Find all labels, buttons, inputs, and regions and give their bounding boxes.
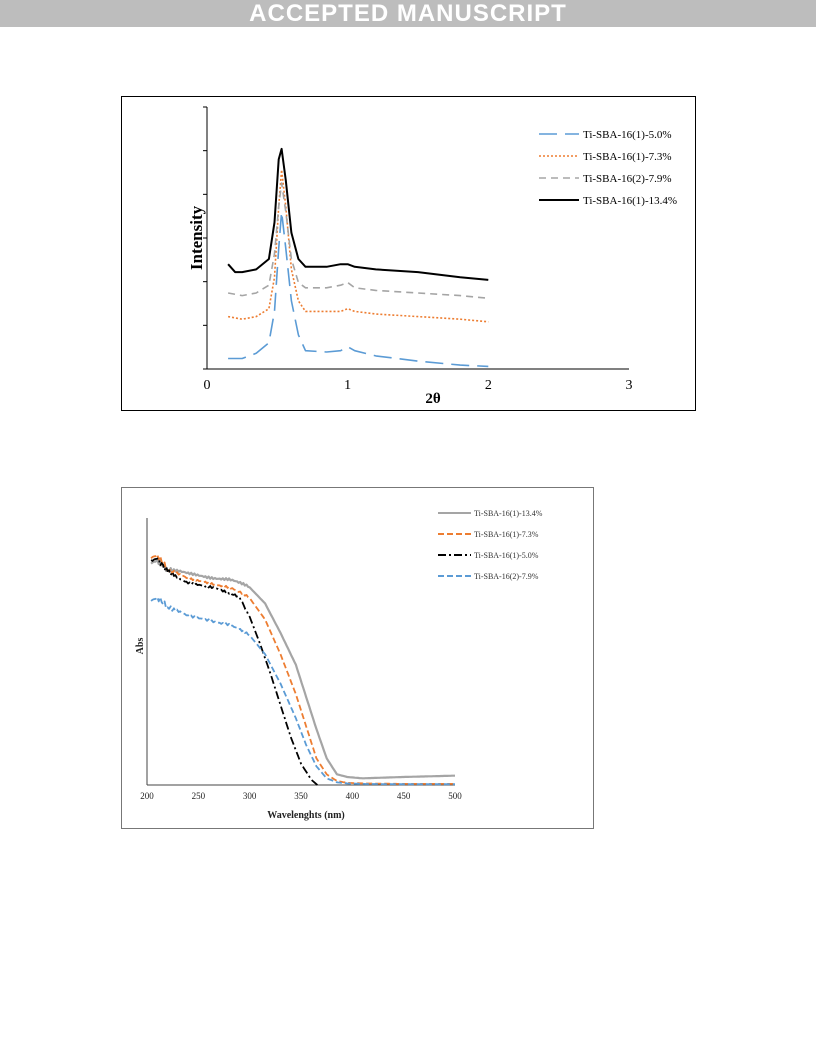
series-line	[150, 553, 455, 785]
legend-label: Ti-SBA-16(2)-7.9%	[474, 572, 539, 581]
banner-text: ACCEPTED MANUSCRIPT	[249, 0, 567, 27]
uv-vis-chart: 200 250 300 350 400 450 500 Wavelenghts (nm) Abs…	[121, 487, 594, 829]
x-tick-label: 250	[192, 791, 206, 801]
legend-label: Ti-SBA-16(1)-13.4%	[474, 509, 543, 518]
series-line	[150, 596, 455, 786]
x-tick-label: 1	[344, 378, 351, 393]
x-tick-label: 3	[626, 378, 633, 393]
x-tick-label: 450	[397, 791, 411, 801]
legend-label: Ti-SBA-16(1)-5.0%	[583, 129, 672, 141]
x-tick-label: 500	[448, 791, 462, 801]
x-tick-label: 2	[485, 378, 492, 393]
legend-label: Ti-SBA-16(1)-5.0%	[474, 551, 539, 560]
series-line	[227, 147, 489, 281]
series-line	[150, 557, 318, 786]
x-tick-label: 0	[204, 378, 211, 393]
xrd-chart-svg: 0 1 2 3 2θ Intensity Ti-SBA-16(1)-5.0% Ti-SBA-1…	[187, 106, 677, 407]
accepted-manuscript-banner: ACCEPTED MANUSCRIPT	[0, 0, 816, 27]
series-line	[228, 211, 489, 368]
series-line	[150, 558, 455, 780]
x-axis-label: Wavelenghts (nm)	[267, 810, 345, 821]
x-tick-label: 350	[294, 791, 308, 801]
legend-label: Ti-SBA-16(1)-7.3%	[474, 530, 539, 539]
x-tick-label: 300	[243, 791, 257, 801]
legend-label: Ti-SBA-16(2)-7.9%	[583, 173, 672, 185]
legend-label: Ti-SBA-16(1)-13.4%	[583, 195, 677, 207]
xrd-chart: 0 1 2 3 2θ Intensity Ti-SBA-16(1)-5.0% Ti-SBA-1…	[121, 96, 696, 411]
x-tick-label: 400	[346, 791, 360, 801]
uv-vis-chart-svg: 200 250 300 350 400 450 500 Wavelenghts (nm) Abs…	[135, 509, 543, 821]
y-axis-label: Intensity	[187, 205, 206, 270]
y-axis-label: Abs	[135, 638, 146, 655]
series-line	[227, 169, 489, 323]
x-tick-label: 200	[140, 791, 154, 801]
series-line	[227, 182, 489, 300]
legend-label: Ti-SBA-16(1)-7.3%	[583, 151, 672, 163]
x-axis-label: 2θ	[425, 391, 441, 407]
